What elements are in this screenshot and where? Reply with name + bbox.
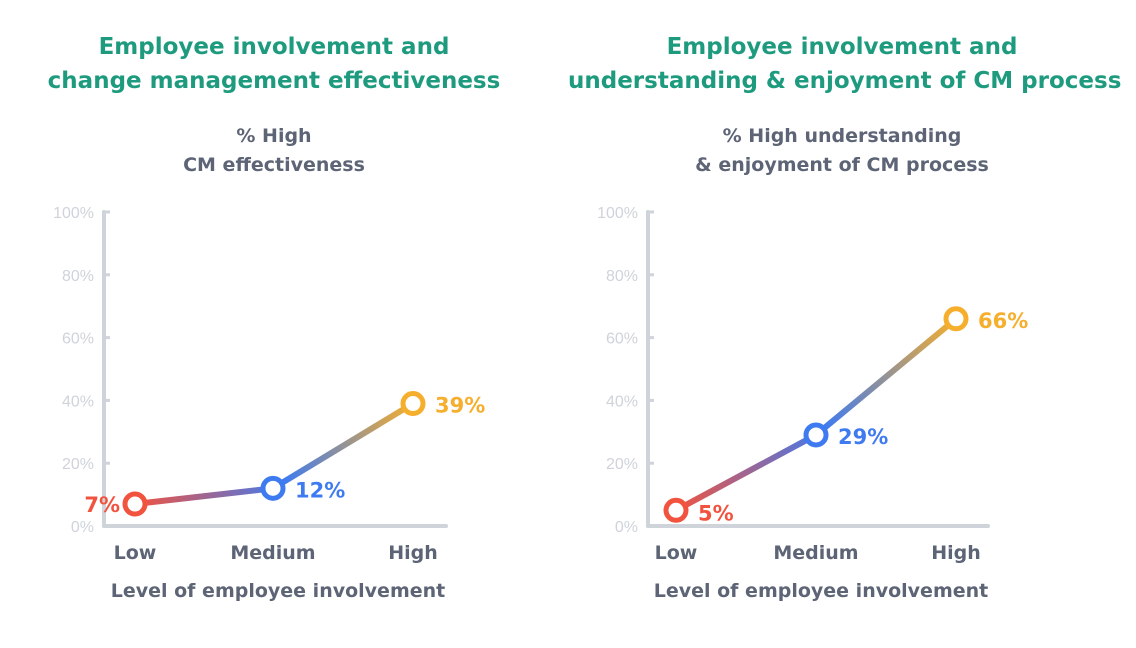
- chart-title-line-1: Employee involvement and: [666, 34, 1018, 60]
- y-axis-title-line-1: % High understanding: [722, 125, 962, 147]
- y-tick-label: 80%: [62, 268, 94, 285]
- chart-panel-right: Employee involvement and understanding &…: [568, 0, 1136, 648]
- x-tick-label: Low: [655, 542, 698, 564]
- chart-panel-left: Employee involvement and change manageme…: [0, 30, 548, 602]
- x-tick-label: Medium: [773, 542, 858, 564]
- chart-title: Employee involvement and change manageme…: [0, 30, 548, 98]
- y-axis-title-line-2: CM effectiveness: [183, 154, 365, 176]
- x-tick-label: Low: [114, 542, 157, 564]
- data-label: 29%: [838, 425, 888, 449]
- x-tick-label: High: [931, 542, 981, 564]
- y-tick-label: 100%: [597, 205, 638, 222]
- data-point: [400, 391, 426, 417]
- y-tick-label: 60%: [62, 331, 94, 348]
- data-point: [663, 497, 689, 523]
- y-tick-label: 60%: [606, 331, 638, 348]
- series-line: [673, 315, 959, 514]
- x-axis-title: Level of employee involvement: [111, 580, 446, 602]
- data-label: 12%: [295, 478, 345, 502]
- x-tick-label: Medium: [230, 542, 315, 564]
- y-axis-title: % High understanding & enjoyment of CM p…: [568, 122, 1116, 180]
- chart-title-line-1: Employee involvement and: [98, 34, 450, 60]
- line-chart-cm-effectiveness: 0% 20% 40% 60% 80% 100% Low Medium High Level of …: [53, 205, 485, 602]
- data-point: [260, 475, 286, 501]
- data-point: [943, 306, 969, 332]
- y-tick-label: 0%: [615, 519, 638, 536]
- y-tick-label: 40%: [62, 393, 94, 410]
- data-label: 66%: [978, 309, 1028, 333]
- y-tick-label: 40%: [606, 393, 638, 410]
- data-label: 39%: [435, 394, 485, 418]
- y-tick-label: 0%: [71, 519, 94, 536]
- chart-title-line-2: understanding & enjoyment of CM process: [568, 68, 1122, 94]
- line-chart-cm-understanding: 0% 20% 40% 60% 80% 100% Low Medium High Level of …: [597, 205, 1028, 602]
- y-axis-title-line-2: & enjoyment of CM process: [695, 154, 989, 176]
- data-label: 5%: [698, 501, 734, 525]
- y-axis-title-line-1: % High: [236, 125, 312, 147]
- data-point: [803, 422, 829, 448]
- data-label: 7%: [84, 493, 120, 517]
- y-tick-label: 100%: [53, 205, 94, 222]
- y-tick-label: 80%: [606, 268, 638, 285]
- y-tick-label: 20%: [62, 456, 94, 473]
- x-tick-label: High: [388, 542, 438, 564]
- data-point: [122, 491, 148, 517]
- y-axis-title: % High CM effectiveness: [0, 122, 548, 180]
- chart-title: Employee involvement and understanding &…: [568, 30, 1122, 98]
- chart-title-line-2: change management effectiveness: [47, 68, 501, 94]
- y-tick-label: 20%: [606, 456, 638, 473]
- x-axis-title: Level of employee involvement: [654, 580, 989, 602]
